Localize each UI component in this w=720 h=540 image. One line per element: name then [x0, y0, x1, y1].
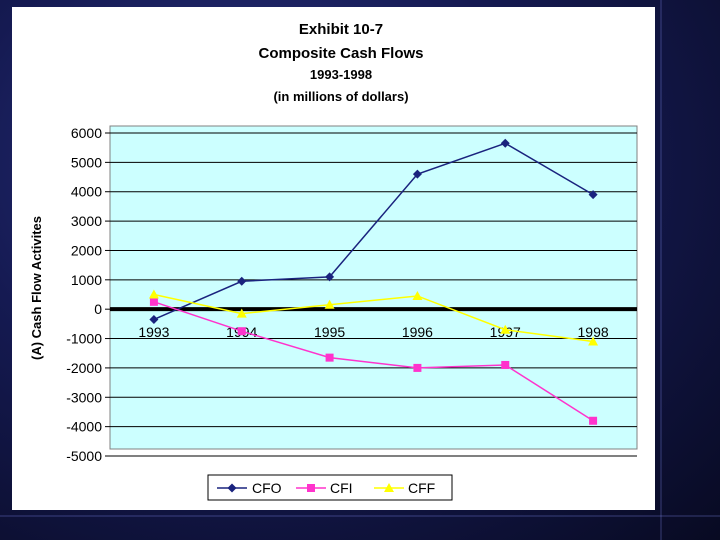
y-tick-label: 3000	[71, 213, 102, 229]
legend-label-cfi: CFI	[330, 480, 353, 496]
data-point-cff	[500, 324, 511, 334]
legend-marks	[217, 483, 404, 493]
legend: CFO CFI CFF	[207, 474, 453, 501]
data-point-cfi	[149, 297, 158, 306]
y-tick-label: -1000	[66, 331, 102, 347]
y-tick-label: -3000	[66, 389, 102, 405]
legend-marker-cfo	[227, 483, 237, 493]
series-line-cfi	[153, 301, 594, 422]
x-tick-label: 1995	[314, 324, 345, 340]
x-tick-label: 1998	[578, 324, 609, 340]
y-tick-label: 5000	[71, 154, 102, 170]
data-point-cff	[236, 308, 247, 318]
data-point-cfi	[413, 363, 422, 372]
cash-flow-chart: Exhibit 10-7 Composite Cash Flows 1993-1…	[29, 21, 638, 501]
data-point-cff	[412, 290, 423, 300]
series-cff	[148, 289, 599, 346]
gridlines	[110, 132, 637, 457]
chart-card: Exhibit 10-7 Composite Cash Flows 1993-1…	[12, 7, 655, 510]
legend-label-cfo: CFO	[252, 480, 282, 496]
data-point-cfo	[588, 190, 598, 200]
data-point-cfo	[325, 272, 335, 282]
chart-title: Exhibit 10-7 Composite Cash Flows 1993-1…	[258, 21, 423, 104]
data-point-cfi	[237, 327, 246, 336]
y-tick-label: 4000	[71, 184, 102, 200]
series-layer	[148, 138, 599, 425]
y-tick-label: 6000	[71, 125, 102, 141]
data-point-cfo	[412, 169, 422, 179]
y-tick-label: 1000	[71, 272, 102, 288]
series-cfi	[149, 297, 598, 425]
y-tick-label: -4000	[66, 419, 102, 435]
x-tick-label: 1996	[402, 324, 433, 340]
plot-area	[109, 125, 638, 450]
data-point-cff	[324, 299, 335, 309]
series-cfo	[149, 138, 598, 324]
legend-box	[207, 474, 453, 501]
legend-label-cff: CFF	[408, 480, 435, 496]
title-line: Exhibit 10-7	[299, 21, 383, 38]
data-point-cfo	[149, 314, 159, 324]
background-streak	[0, 515, 720, 517]
series-line-cfo	[153, 142, 594, 321]
data-point-cfi	[501, 360, 510, 369]
data-point-cfo	[500, 138, 510, 148]
y-tick-label: 2000	[71, 242, 102, 258]
title-line: Composite Cash Flows	[258, 45, 423, 62]
data-point-cfo	[237, 276, 247, 286]
x-tick-label: 1993	[138, 324, 169, 340]
background-streak	[660, 0, 662, 540]
data-point-cff	[148, 289, 159, 299]
legend-marker-cff	[384, 483, 394, 492]
y-tick-label: -2000	[66, 360, 102, 376]
data-point-cfi	[325, 353, 334, 362]
y-tick-label: -5000	[66, 448, 102, 464]
series-line-cff	[153, 293, 594, 343]
legend-marker-cfi	[307, 484, 315, 492]
data-point-cff	[588, 336, 599, 346]
y-axis-ticks: 6000 5000 4000 3000 2000 1000 0 -1000 -2000 -3000…	[66, 125, 110, 464]
y-axis-label: (A) Cash Flow Activites	[29, 216, 44, 360]
y-tick-label: 0	[94, 301, 102, 317]
title-line: 1993-1998	[310, 67, 372, 82]
title-line: (in millions of dollars)	[273, 89, 408, 104]
data-point-cfi	[589, 416, 598, 425]
